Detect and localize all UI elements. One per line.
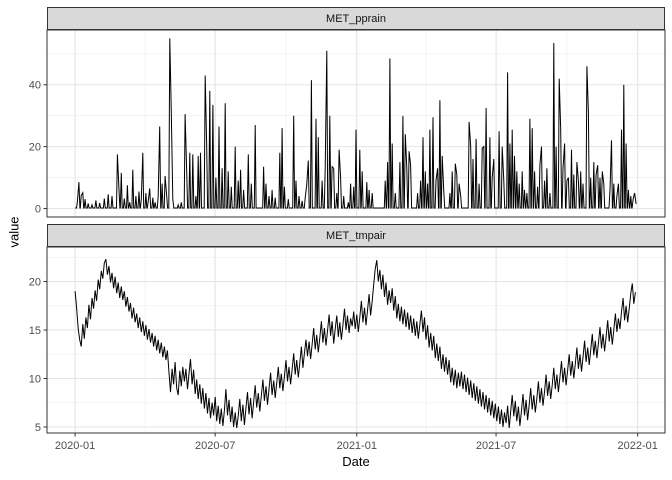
y-tick-label: 15 <box>29 325 41 337</box>
y-tick-label: 0 <box>35 203 41 215</box>
x-tick-label: 2020-07 <box>195 440 235 452</box>
pprain-series-line <box>75 38 637 209</box>
facet-strip-tmpair-label: MET_tmpair <box>326 229 386 242</box>
y-tick-label: 20 <box>29 276 41 288</box>
panel-border <box>46 246 666 434</box>
y-axis-title: value <box>6 216 22 248</box>
panel-border <box>46 29 666 218</box>
panel-background <box>47 247 665 433</box>
x-tick-label: 2021-01 <box>337 440 377 452</box>
facet-strip-pprain-label: MET_pprain <box>326 12 386 25</box>
facet-strip-tmpair: MET_tmpair <box>47 224 665 247</box>
x-tick-label: 2022-01 <box>617 440 657 452</box>
tmpair-series-line <box>74 259 636 429</box>
panel-background <box>47 30 665 217</box>
x-axis-title: Date <box>342 454 370 469</box>
y-tick-label: 5 <box>35 422 41 434</box>
y-tick-label: 40 <box>29 80 41 92</box>
y-tick-label: 10 <box>29 373 41 385</box>
facet-strip-pprain: MET_pprain <box>47 7 665 30</box>
x-tick-label: 2021-07 <box>476 440 516 452</box>
y-tick-label: 20 <box>29 141 41 153</box>
x-tick-label: 2020-01 <box>55 440 95 452</box>
